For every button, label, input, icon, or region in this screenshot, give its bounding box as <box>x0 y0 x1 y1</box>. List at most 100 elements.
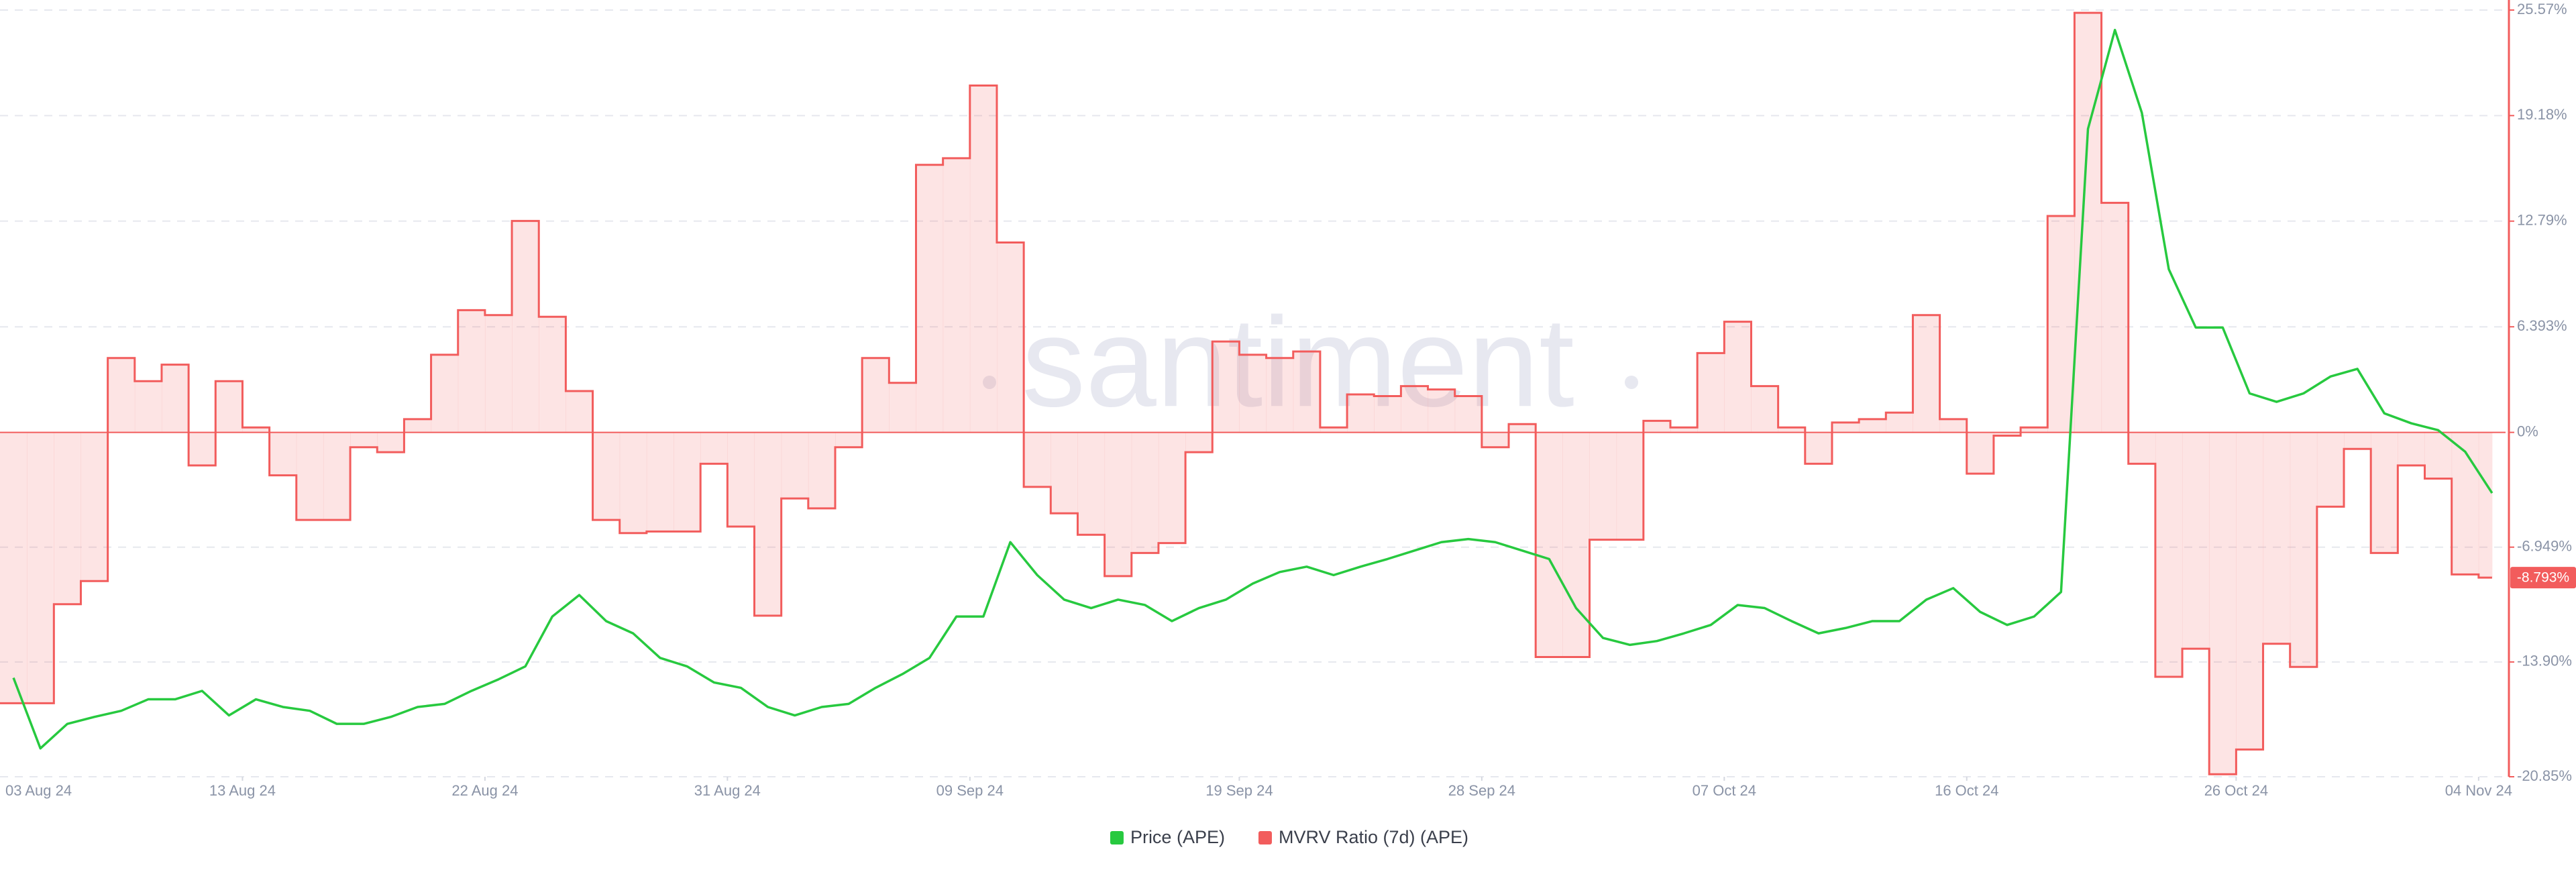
mvrv-area <box>296 432 324 521</box>
legend-swatch <box>1110 831 1124 844</box>
mvrv-area <box>1536 432 1563 657</box>
mvrv-area <box>592 432 621 521</box>
y-tick-label: 19.18% <box>2517 106 2567 123</box>
mvrv-area <box>889 382 916 433</box>
x-tick-label: 09 Sep 24 <box>936 782 1004 799</box>
mvrv-area <box>2074 13 2102 433</box>
mvrv-area <box>1347 394 1375 433</box>
mvrv-area <box>808 432 836 508</box>
mvrv-area <box>1293 351 1321 433</box>
mvrv-area <box>700 432 728 464</box>
mvrv-area <box>1239 354 1267 433</box>
mvrv-area <box>2371 432 2398 553</box>
mvrv-area <box>269 432 297 476</box>
mvrv-area <box>1966 432 1994 474</box>
mvrv-area <box>1939 419 1968 433</box>
mvrv-area <box>80 432 109 582</box>
last-value-label: -8.793% <box>2517 570 2569 586</box>
mvrv-area <box>1481 432 1509 447</box>
mvrv-area <box>1212 341 1240 433</box>
mvrv-area <box>1185 432 1213 453</box>
legend-swatch <box>1258 831 1272 844</box>
mvrv-area <box>2128 432 2156 464</box>
mvrv-area <box>2290 432 2318 667</box>
mvrv-area <box>1401 386 1429 433</box>
x-tick-label: 13 Aug 24 <box>209 782 276 799</box>
mvrv-area <box>539 317 566 433</box>
mvrv-area <box>1751 386 1779 433</box>
mvrv-area <box>646 432 674 532</box>
y-tick-label: 6.393% <box>2517 317 2567 334</box>
mvrv-area <box>835 432 863 447</box>
mvrv-area <box>1831 422 1860 433</box>
mvrv-area <box>2047 216 2075 433</box>
mvrv-area <box>1616 432 1644 540</box>
mvrv-area <box>1320 427 1348 433</box>
mvrv-area <box>2021 427 2048 433</box>
watermark-dot <box>983 376 996 389</box>
x-tick-label: 16 Oct 24 <box>1935 782 1998 799</box>
mvrv-area <box>1697 353 1725 433</box>
mvrv-area <box>2344 432 2371 449</box>
mvrv-area <box>1158 432 1186 543</box>
x-tick-label: 07 Oct 24 <box>1693 782 1756 799</box>
last-value-badge <box>2510 567 2576 589</box>
mvrv-area <box>512 221 539 433</box>
mvrv-area <box>0 432 28 704</box>
mvrv-area <box>242 427 270 433</box>
y-tick-label: 25.57% <box>2517 1 2567 17</box>
mvrv-area <box>350 432 378 447</box>
mvrv-area <box>969 85 998 433</box>
x-tick-label: 28 Sep 24 <box>1448 782 1515 799</box>
mvrv-area <box>619 432 647 533</box>
mvrv-area <box>2451 432 2479 575</box>
y-tick-label: -13.90% <box>2517 653 2572 669</box>
mvrv-area <box>1374 396 1401 433</box>
mvrv-area <box>2316 432 2345 507</box>
mvrv-area <box>943 158 971 433</box>
mvrv-area <box>2398 432 2426 466</box>
mvrv-area <box>1724 321 1752 433</box>
mvrv-area <box>2263 432 2291 644</box>
x-tick-label: 26 Oct 24 <box>2204 782 2268 799</box>
mvrv-area <box>2209 432 2237 775</box>
mvrv-area <box>1670 427 1698 433</box>
mvrv-area <box>107 358 136 433</box>
mvrv-series <box>0 11 2493 775</box>
mvrv-area <box>1562 432 1591 657</box>
mvrv-area <box>1778 427 1806 433</box>
mvrv-area <box>27 432 54 704</box>
mvrv-area <box>727 432 755 527</box>
mvrv-area <box>1051 432 1078 514</box>
mvrv-area <box>1643 421 1671 433</box>
mvrv-area <box>1266 358 1294 433</box>
x-tick-label: 31 Aug 24 <box>694 782 761 799</box>
mvrv-area <box>2478 432 2493 578</box>
mvrv-area <box>674 432 701 532</box>
y-tick-label: 12.79% <box>2517 211 2567 228</box>
mvrv-area <box>54 432 81 604</box>
mvrv-area <box>161 364 189 433</box>
mvrv-area <box>2182 432 2210 649</box>
x-tick-label: 04 Nov 24 <box>2445 782 2512 799</box>
mvrv-area <box>484 315 513 433</box>
legend: Price (APE) MVRV Ratio (7d) (APE) <box>1110 827 1468 847</box>
mvrv-area <box>323 432 351 521</box>
price-line <box>12 28 2493 750</box>
watermark-dot <box>1625 376 1638 389</box>
y-tick-label: 0% <box>2517 423 2538 439</box>
mvrv-area <box>404 419 432 433</box>
legend-label: Price (APE) <box>1130 827 1225 847</box>
mvrv-area <box>377 432 405 453</box>
legend-label: MVRV Ratio (7d) (APE) <box>1279 827 1468 847</box>
y-tick-label: -20.85% <box>2517 767 2572 784</box>
mvrv-area <box>1131 432 1159 553</box>
mvrv-area <box>458 310 486 433</box>
mvrv-area <box>1589 432 1617 540</box>
x-tick-label: 03 Aug 24 <box>5 782 72 799</box>
mvrv-area <box>1913 315 1941 433</box>
mvrv-area <box>1428 389 1456 433</box>
x-tick-label: 19 Sep 24 <box>1205 782 1273 799</box>
mvrv-area <box>1859 419 1886 433</box>
